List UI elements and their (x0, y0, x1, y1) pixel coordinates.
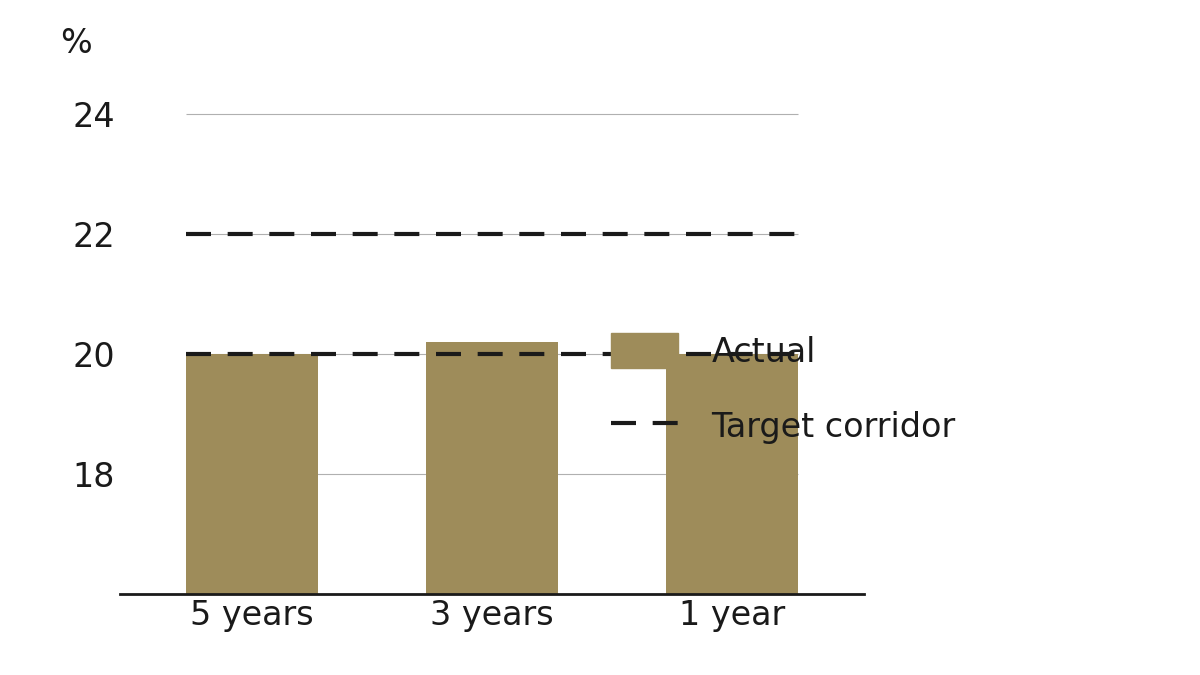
Bar (186, 354, 318, 594)
Text: %: % (60, 27, 92, 60)
Legend: Actual, Target corridor: Actual, Target corridor (598, 320, 968, 458)
Bar (426, 342, 558, 594)
Bar (666, 354, 798, 594)
